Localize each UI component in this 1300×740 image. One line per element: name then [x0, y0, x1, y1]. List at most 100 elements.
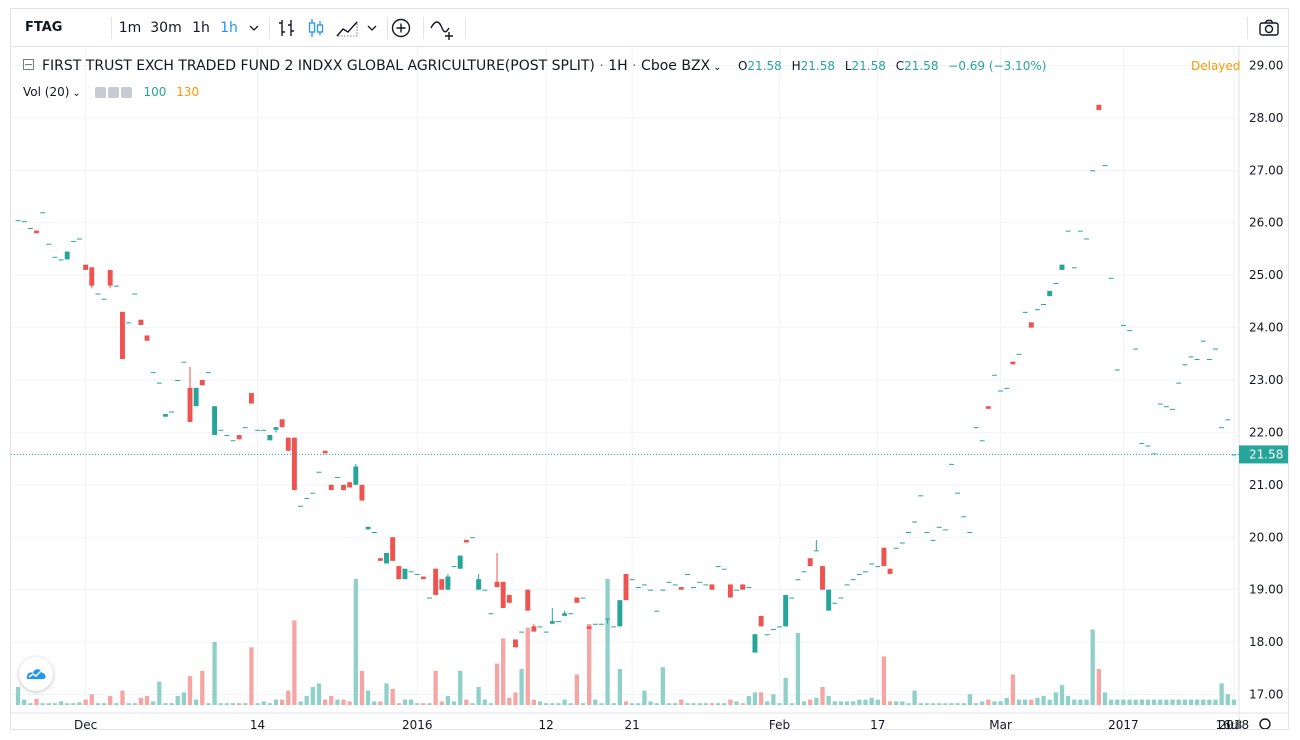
- candle-body[interactable]: [205, 372, 211, 374]
- candle-body[interactable]: [1108, 277, 1114, 279]
- candle-body[interactable]: [1010, 361, 1016, 365]
- chart-style-dropdown-chevron-icon[interactable]: [365, 9, 379, 47]
- candle-body[interactable]: [832, 602, 838, 604]
- candle-body[interactable]: [807, 558, 813, 567]
- candle-body[interactable]: [476, 579, 482, 590]
- candle-body[interactable]: [40, 212, 46, 214]
- candle-body[interactable]: [52, 256, 58, 258]
- candle-body[interactable]: [746, 587, 752, 589]
- candle-body[interactable]: [353, 466, 359, 485]
- candle-body[interactable]: [684, 573, 690, 575]
- candle-body[interactable]: [181, 361, 187, 363]
- candle-body[interactable]: [162, 414, 168, 417]
- candle-body[interactable]: [1225, 419, 1231, 421]
- bars-style-icon[interactable]: [275, 9, 299, 47]
- candle-body[interactable]: [144, 335, 150, 341]
- settings-gear-icon[interactable]: [107, 87, 119, 98]
- candle-body[interactable]: [291, 437, 297, 491]
- candle-body[interactable]: [789, 597, 795, 599]
- candle-body[interactable]: [801, 571, 807, 573]
- candle-body[interactable]: [1022, 311, 1028, 313]
- candle-body[interactable]: [70, 241, 76, 243]
- candle-body[interactable]: [611, 626, 617, 628]
- candle-body[interactable]: [230, 440, 236, 442]
- candle-body[interactable]: [126, 322, 132, 324]
- candle-body[interactable]: [113, 285, 119, 287]
- candle-body[interactable]: [427, 597, 432, 599]
- candle-body[interactable]: [445, 576, 451, 590]
- candle-body[interactable]: [598, 623, 604, 625]
- candle-body[interactable]: [457, 555, 463, 569]
- candle-body[interactable]: [1194, 359, 1200, 361]
- candle-body[interactable]: [783, 594, 789, 627]
- candle-body[interactable]: [341, 484, 346, 491]
- candle-body[interactable]: [402, 568, 408, 580]
- candle-body[interactable]: [77, 238, 82, 240]
- candle-body[interactable]: [359, 484, 365, 501]
- candle-body[interactable]: [574, 597, 580, 603]
- candle-body[interactable]: [758, 615, 764, 627]
- candle-body[interactable]: [27, 227, 33, 229]
- candle-body[interactable]: [1151, 453, 1157, 455]
- candle-body[interactable]: [1139, 442, 1145, 444]
- candle-body[interactable]: [463, 539, 469, 543]
- candle-body[interactable]: [777, 626, 782, 628]
- candle-body[interactable]: [1028, 322, 1034, 328]
- candle-body[interactable]: [1090, 170, 1096, 172]
- candle-body[interactable]: [218, 429, 224, 431]
- candle-body[interactable]: [212, 406, 218, 436]
- candle-body[interactable]: [414, 573, 420, 575]
- candle-body[interactable]: [740, 584, 746, 590]
- candle-body[interactable]: [795, 579, 801, 581]
- candle-body[interactable]: [869, 563, 875, 565]
- candle-body[interactable]: [488, 613, 494, 615]
- candle-body[interactable]: [390, 537, 396, 561]
- candle-body[interactable]: [734, 589, 739, 591]
- candle-body[interactable]: [439, 579, 445, 590]
- candle-body[interactable]: [46, 243, 52, 245]
- candle-body[interactable]: [169, 411, 175, 413]
- candle-body[interactable]: [844, 584, 850, 586]
- candle-body[interactable]: [1047, 290, 1053, 297]
- candle-body[interactable]: [826, 589, 832, 611]
- candle-body[interactable]: [285, 437, 291, 451]
- candle-body[interactable]: [936, 526, 942, 528]
- candle-body[interactable]: [537, 626, 543, 628]
- candle-body[interactable]: [15, 220, 21, 222]
- candle-body[interactable]: [709, 584, 715, 590]
- candle-body[interactable]: [89, 267, 95, 286]
- candle-body[interactable]: [930, 539, 936, 541]
- candle-body[interactable]: [298, 505, 303, 507]
- candle-body[interactable]: [863, 571, 868, 573]
- legend-collapse-icon[interactable]: [23, 58, 34, 70]
- candle-body[interactable]: [856, 573, 862, 575]
- candle-body[interactable]: [1077, 230, 1083, 232]
- candle-body[interactable]: [906, 532, 911, 534]
- candle-body[interactable]: [1157, 403, 1163, 405]
- candle-body[interactable]: [408, 571, 414, 573]
- candle-body[interactable]: [543, 631, 549, 633]
- candle-body[interactable]: [967, 532, 973, 534]
- candle-body[interactable]: [236, 435, 242, 440]
- camera-snapshot-icon[interactable]: [1258, 17, 1280, 39]
- candle-body[interactable]: [506, 594, 512, 603]
- candle-body[interactable]: [605, 618, 611, 620]
- candle-body[interactable]: [985, 406, 991, 409]
- candle-body[interactable]: [95, 293, 101, 295]
- candle-body[interactable]: [998, 390, 1004, 392]
- candle-body[interactable]: [1053, 283, 1059, 285]
- candle-body[interactable]: [1016, 353, 1022, 355]
- compare-add-icon[interactable]: [389, 9, 413, 47]
- candle-body[interactable]: [1114, 369, 1120, 371]
- interval-active-button[interactable]: 1h: [220, 20, 238, 36]
- candle-body[interactable]: [580, 597, 586, 599]
- candle-body[interactable]: [1170, 408, 1175, 410]
- candle-body[interactable]: [365, 526, 371, 530]
- candle-body[interactable]: [1219, 427, 1225, 429]
- candle-body[interactable]: [224, 435, 230, 437]
- candle-body[interactable]: [617, 600, 623, 627]
- candle-body[interactable]: [666, 581, 672, 583]
- candle-body[interactable]: [635, 587, 641, 589]
- candle-body[interactable]: [1206, 359, 1212, 361]
- candle-body[interactable]: [568, 613, 574, 615]
